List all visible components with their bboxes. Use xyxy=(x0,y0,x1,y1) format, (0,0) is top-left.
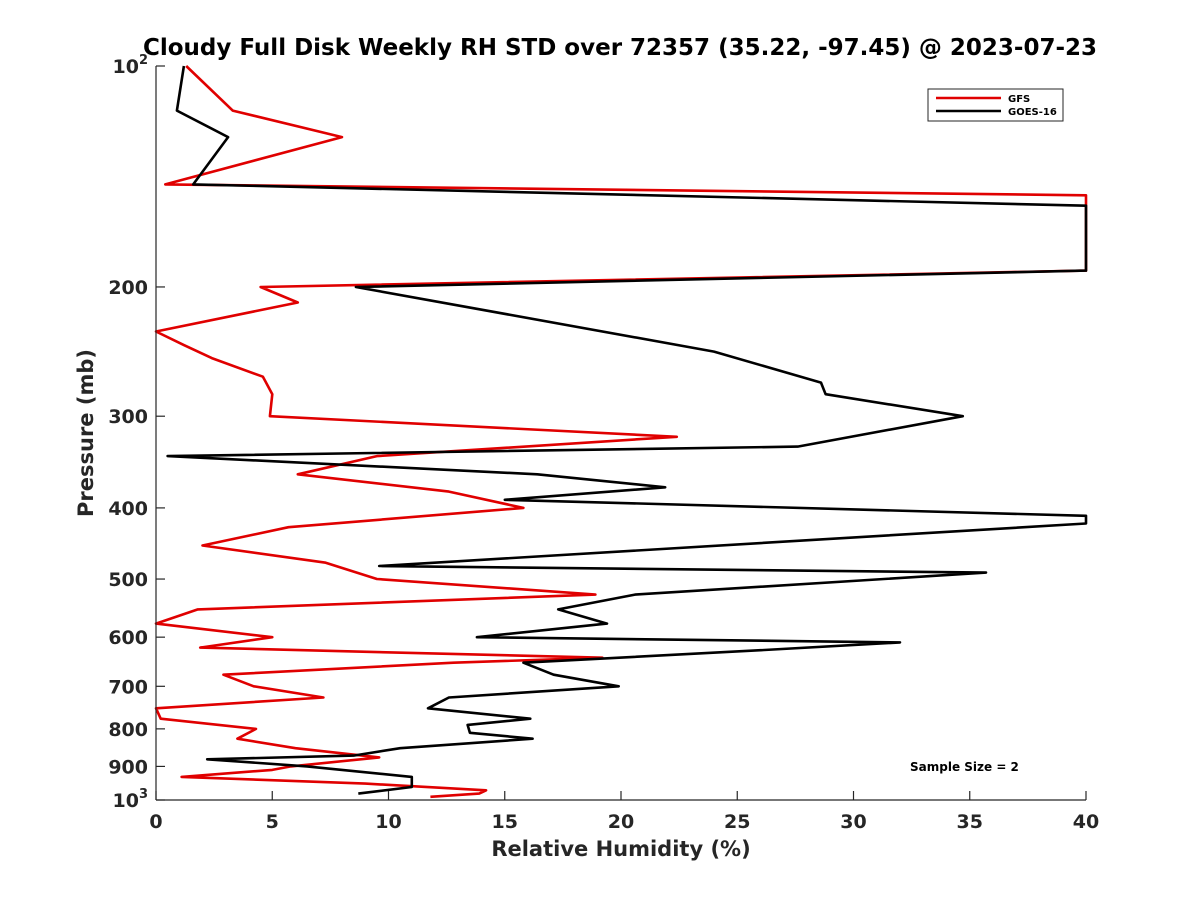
y-axis-ticks: 102 200 300 400 500 600 700 800 900 103 xyxy=(108,53,165,812)
x-tick-label: 25 xyxy=(724,811,750,833)
legend: GFS GOES-16 xyxy=(927,88,1064,122)
x-axis-label: Relative Humidity (%) xyxy=(491,837,750,861)
y-axis-label: Pressure (mb) xyxy=(74,349,98,517)
x-tick-label: 5 xyxy=(266,811,279,833)
series-line-gfs xyxy=(154,65,1088,799)
chart-title: Cloudy Full Disk Weekly RH STD over 7235… xyxy=(143,35,1097,61)
y-tick-label: 102 xyxy=(113,53,149,78)
x-tick-label: 0 xyxy=(149,811,162,833)
series-line-goes-16 xyxy=(166,65,1088,795)
x-tick-label: 30 xyxy=(840,811,866,833)
x-tick-label: 40 xyxy=(1073,811,1099,833)
x-tick-label: 35 xyxy=(957,811,983,833)
y-tick-label: 800 xyxy=(108,719,148,741)
x-tick-label: 20 xyxy=(608,811,634,833)
legend-label: GFS xyxy=(1008,94,1030,105)
x-tick-label: 15 xyxy=(492,811,518,833)
series-layer xyxy=(154,65,1088,799)
y-tick-label: 300 xyxy=(108,406,148,428)
y-tick-label: 103 xyxy=(113,787,149,812)
y-tick-label: 700 xyxy=(108,676,148,698)
x-tick-label: 10 xyxy=(375,811,401,833)
y-tick-label: 200 xyxy=(108,277,148,299)
legend-box xyxy=(927,88,1064,122)
y-tick-label: 400 xyxy=(108,498,148,520)
y-tick-label: 500 xyxy=(108,569,148,591)
sample-size-annotation: Sample Size = 2 xyxy=(910,760,1019,774)
y-tick-label: 900 xyxy=(108,756,148,778)
y-tick-label: 600 xyxy=(108,627,148,649)
legend-label: GOES-16 xyxy=(1008,107,1057,118)
x-axis-ticks: 0 5 10 15 20 25 30 35 40 xyxy=(149,791,1099,833)
